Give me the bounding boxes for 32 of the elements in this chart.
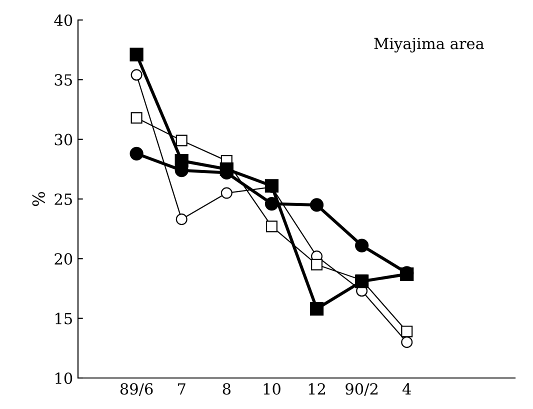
y-tick-label: 20: [54, 253, 72, 265]
point: [310, 198, 324, 212]
point: [355, 274, 369, 288]
x-tick-label: 7: [178, 383, 186, 394]
point: [355, 238, 369, 252]
point: [264, 196, 279, 211]
x-tick-label: 90/2: [346, 383, 378, 396]
annotation: Miyajima area: [374, 38, 484, 52]
point: [310, 302, 324, 316]
y-tick-label: 30: [54, 134, 72, 146]
point: [220, 187, 232, 199]
y-tick-label: 25: [54, 193, 72, 206]
y-tick-label: 35: [54, 74, 72, 86]
x-tick-label: 12: [308, 383, 325, 394]
point: [401, 336, 413, 348]
point: [401, 326, 413, 338]
point: [130, 48, 144, 62]
point: [130, 69, 142, 81]
x-tick-label: 10: [264, 383, 280, 395]
point: [130, 112, 142, 124]
point: [130, 146, 144, 160]
point: [311, 258, 323, 270]
x-tick-label: 4: [402, 383, 411, 394]
point: [266, 220, 278, 232]
y-tick-label: 40: [54, 14, 72, 26]
point: [176, 134, 188, 146]
x-tick-label: 89/6: [120, 383, 153, 396]
y-tick-label: 15: [56, 312, 72, 324]
point: [176, 214, 188, 226]
y-axis-title: %: [32, 192, 45, 206]
x-tick-label: 8: [222, 383, 230, 395]
y-tick-label: 10: [56, 372, 72, 384]
